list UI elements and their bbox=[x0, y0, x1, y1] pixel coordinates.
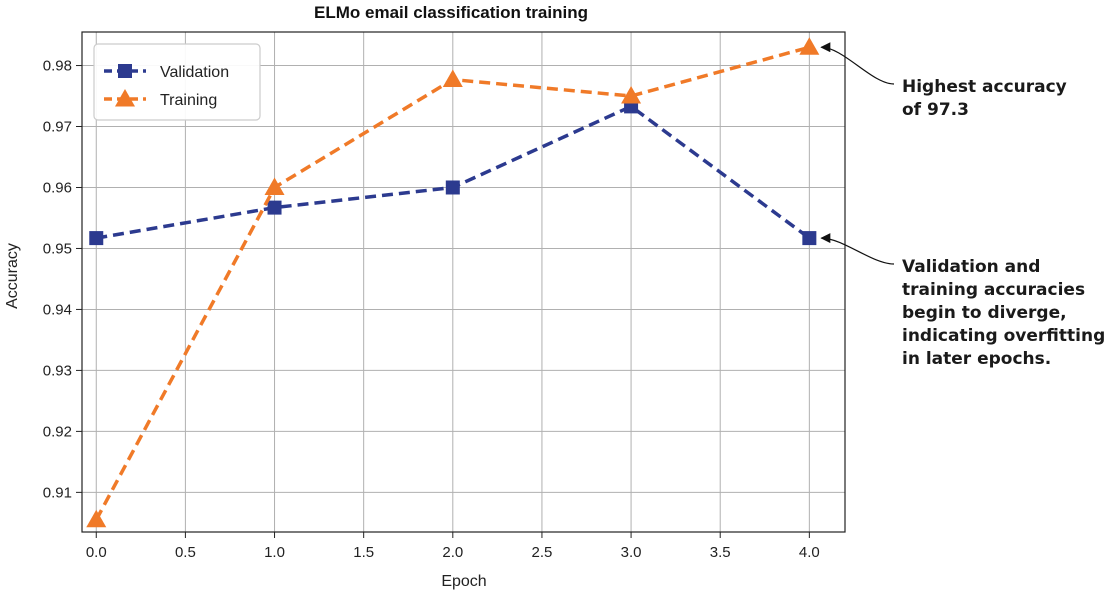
annotation-text-line: Highest accuracy bbox=[902, 77, 1067, 97]
x-tick-label: 3.5 bbox=[710, 544, 731, 561]
legend-marker-validation bbox=[118, 64, 132, 78]
y-tick-label: 0.94 bbox=[43, 301, 72, 318]
y-tick-label: 0.98 bbox=[43, 58, 72, 75]
annotation-text-line: begin to diverge, bbox=[902, 303, 1067, 323]
y-tick-label: 0.97 bbox=[43, 119, 72, 136]
legend-item-training: Training bbox=[104, 89, 217, 109]
annotation-text-line: Validation and bbox=[902, 257, 1040, 277]
x-tick-label: 3.0 bbox=[621, 544, 642, 561]
legend-box bbox=[93, 43, 261, 121]
training-point bbox=[442, 69, 463, 88]
validation-point bbox=[89, 231, 104, 246]
legend-item-validation: Validation bbox=[104, 64, 229, 81]
x-tick-label: 4.0 bbox=[799, 544, 820, 561]
training-point bbox=[86, 509, 107, 528]
x-tick-label: 0.0 bbox=[86, 544, 107, 561]
annotation-text-line: indicating overfitting bbox=[902, 326, 1105, 346]
x-axis-label: Epoch bbox=[441, 573, 486, 590]
x-axis-ticks: 0.0 0.5 1.0 1.5 2.0 2.5 3.0 3.5 4.0 bbox=[86, 532, 820, 561]
annotation-arrow bbox=[820, 42, 895, 85]
x-tick-label: 2.5 bbox=[532, 544, 553, 561]
y-axis-ticks: 0.91 0.92 0.93 0.94 0.95 0.96 0.97 0.98 bbox=[43, 58, 82, 501]
y-tick-label: 0.95 bbox=[43, 240, 72, 257]
series bbox=[86, 37, 820, 528]
x-tick-label: 1.5 bbox=[353, 544, 374, 561]
grid bbox=[82, 32, 845, 532]
training-series bbox=[86, 37, 820, 528]
training-point bbox=[264, 177, 285, 195]
validation-point bbox=[267, 200, 282, 215]
x-tick-label: 0.5 bbox=[175, 544, 196, 561]
annotation-2: Validation and training accuracies begin t… bbox=[820, 233, 1105, 369]
training-point bbox=[621, 86, 642, 104]
plot-area bbox=[81, 31, 846, 533]
legend-marker-training bbox=[115, 89, 135, 107]
y-tick-label: 0.92 bbox=[43, 423, 72, 440]
annotations: Highest accuracy of 97.3 Validation and tra… bbox=[820, 42, 1105, 369]
legend-label-training: Training bbox=[160, 92, 217, 109]
validation-point bbox=[445, 180, 460, 195]
y-tick-label: 0.96 bbox=[43, 179, 72, 196]
training-point bbox=[799, 37, 820, 55]
annotation-text-line: of 97.3 bbox=[902, 100, 969, 120]
legend-label-validation: Validation bbox=[160, 64, 229, 81]
chart-title: ELMo email classification training bbox=[314, 3, 588, 22]
annotation-arrow bbox=[820, 233, 895, 265]
legend: Validation Training bbox=[93, 43, 261, 121]
validation-point bbox=[802, 231, 817, 246]
y-axis-label: Accuracy bbox=[4, 243, 21, 309]
annotation-1: Highest accuracy of 97.3 bbox=[820, 42, 1067, 120]
validation-series bbox=[89, 99, 817, 246]
y-tick-label: 0.91 bbox=[43, 484, 72, 501]
annotation-text-line: in later epochs. bbox=[902, 349, 1051, 369]
x-tick-label: 2.0 bbox=[442, 544, 463, 561]
y-tick-label: 0.93 bbox=[43, 362, 72, 379]
annotation-text-line: training accuracies bbox=[902, 280, 1085, 300]
x-tick-label: 1.0 bbox=[264, 544, 285, 561]
